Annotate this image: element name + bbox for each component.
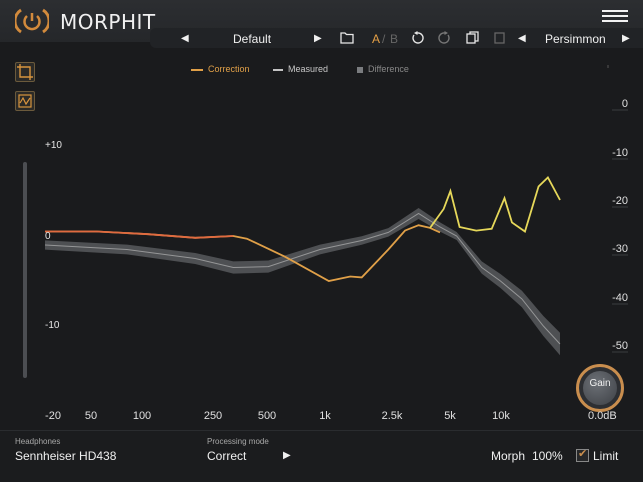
target-name[interactable]: Persimmon (545, 32, 606, 46)
x-tick-label: 500 (257, 410, 277, 422)
graph-icon[interactable] (15, 91, 35, 111)
legend-measured: Measured (273, 64, 328, 74)
x-tick-label: 100 (132, 410, 152, 422)
target-line (429, 176, 561, 233)
limit-label: Limit (593, 449, 619, 463)
headphones-caption: Headphones (15, 437, 61, 446)
paste-icon[interactable] (493, 31, 506, 44)
chevron-left-icon[interactable]: ◀ (518, 33, 526, 44)
toolbar (150, 28, 643, 48)
correction-swatch (191, 68, 203, 71)
x-tick-label: 250 (203, 410, 223, 422)
hamburger-icon[interactable] (602, 10, 628, 28)
folder-icon[interactable] (340, 31, 354, 44)
legend-correction-label: Correction (208, 64, 250, 74)
x-tick-label: 5k (444, 410, 456, 422)
legend-measured-label: Measured (288, 64, 329, 74)
curves (44, 176, 561, 345)
check-icon: ✔ (578, 448, 588, 460)
right-tick-label: 0 (621, 98, 628, 110)
right-tick-label: -40 (612, 292, 628, 304)
power-bracket-icon[interactable] (15, 6, 49, 36)
legend-correction: Correction (191, 64, 250, 74)
measured-swatch (273, 68, 283, 71)
left-tick-label: -10 (45, 320, 60, 331)
copy-icon[interactable] (466, 31, 479, 44)
ab-separator: / (382, 32, 386, 46)
legend-difference-label: Difference (368, 64, 409, 74)
x-tick-label: -20 (45, 410, 61, 422)
gain-knob-cap[interactable] (583, 371, 617, 405)
right-tick-label: -10 (612, 147, 628, 159)
left-tick-label: +10 (45, 140, 62, 151)
app-title: MORPHIT (60, 10, 156, 34)
right-tick-label: -50 (612, 340, 628, 352)
a-slot-button[interactable]: A (372, 32, 381, 46)
chevron-right-icon[interactable]: ▶ (622, 33, 630, 44)
right-ticks (612, 109, 628, 353)
difference-swatch (357, 66, 363, 73)
chevron-left-icon[interactable]: ◀ (181, 33, 189, 44)
gain-knob[interactable]: Gain (576, 364, 624, 412)
footer-bar (0, 430, 643, 482)
b-slot-button[interactable]: B (390, 32, 399, 46)
right-tick-label: -30 (612, 243, 628, 255)
headphones-select[interactable]: Sennheiser HD438 (15, 449, 117, 463)
undo-icon[interactable] (411, 31, 424, 44)
gain-label: Gain (589, 378, 611, 389)
x-tick-label: 1k (319, 410, 331, 422)
correction-line-low (45, 230, 234, 239)
frequency-response-chart[interactable] (0, 0, 643, 430)
chevron-right-icon[interactable]: ▶ (314, 33, 322, 44)
x-tick-label: 50 (84, 410, 98, 422)
x-tick-label: 2.5k (381, 410, 403, 422)
redo-icon[interactable] (438, 31, 451, 44)
chevron-right-icon[interactable]: ▶ (283, 450, 291, 461)
crop-icon[interactable] (15, 62, 35, 82)
morph-value[interactable]: 100% (532, 449, 563, 463)
processing-mode-caption: Processing mode (207, 437, 269, 446)
right-tick-label: -20 (612, 195, 628, 207)
level-slider[interactable] (23, 162, 27, 378)
measured-line (44, 212, 561, 345)
limit-checkbox[interactable]: ✔ (576, 448, 589, 462)
x-tick-label: 10k (492, 410, 510, 422)
processing-mode-select[interactable]: Correct (207, 449, 247, 463)
morph-label: Morph (491, 449, 526, 463)
preset-name[interactable]: Default (233, 32, 272, 46)
left-tick-label: 0 (45, 231, 51, 242)
gain-value: 0.0dB (588, 410, 617, 422)
legend-difference: Difference (357, 64, 409, 74)
